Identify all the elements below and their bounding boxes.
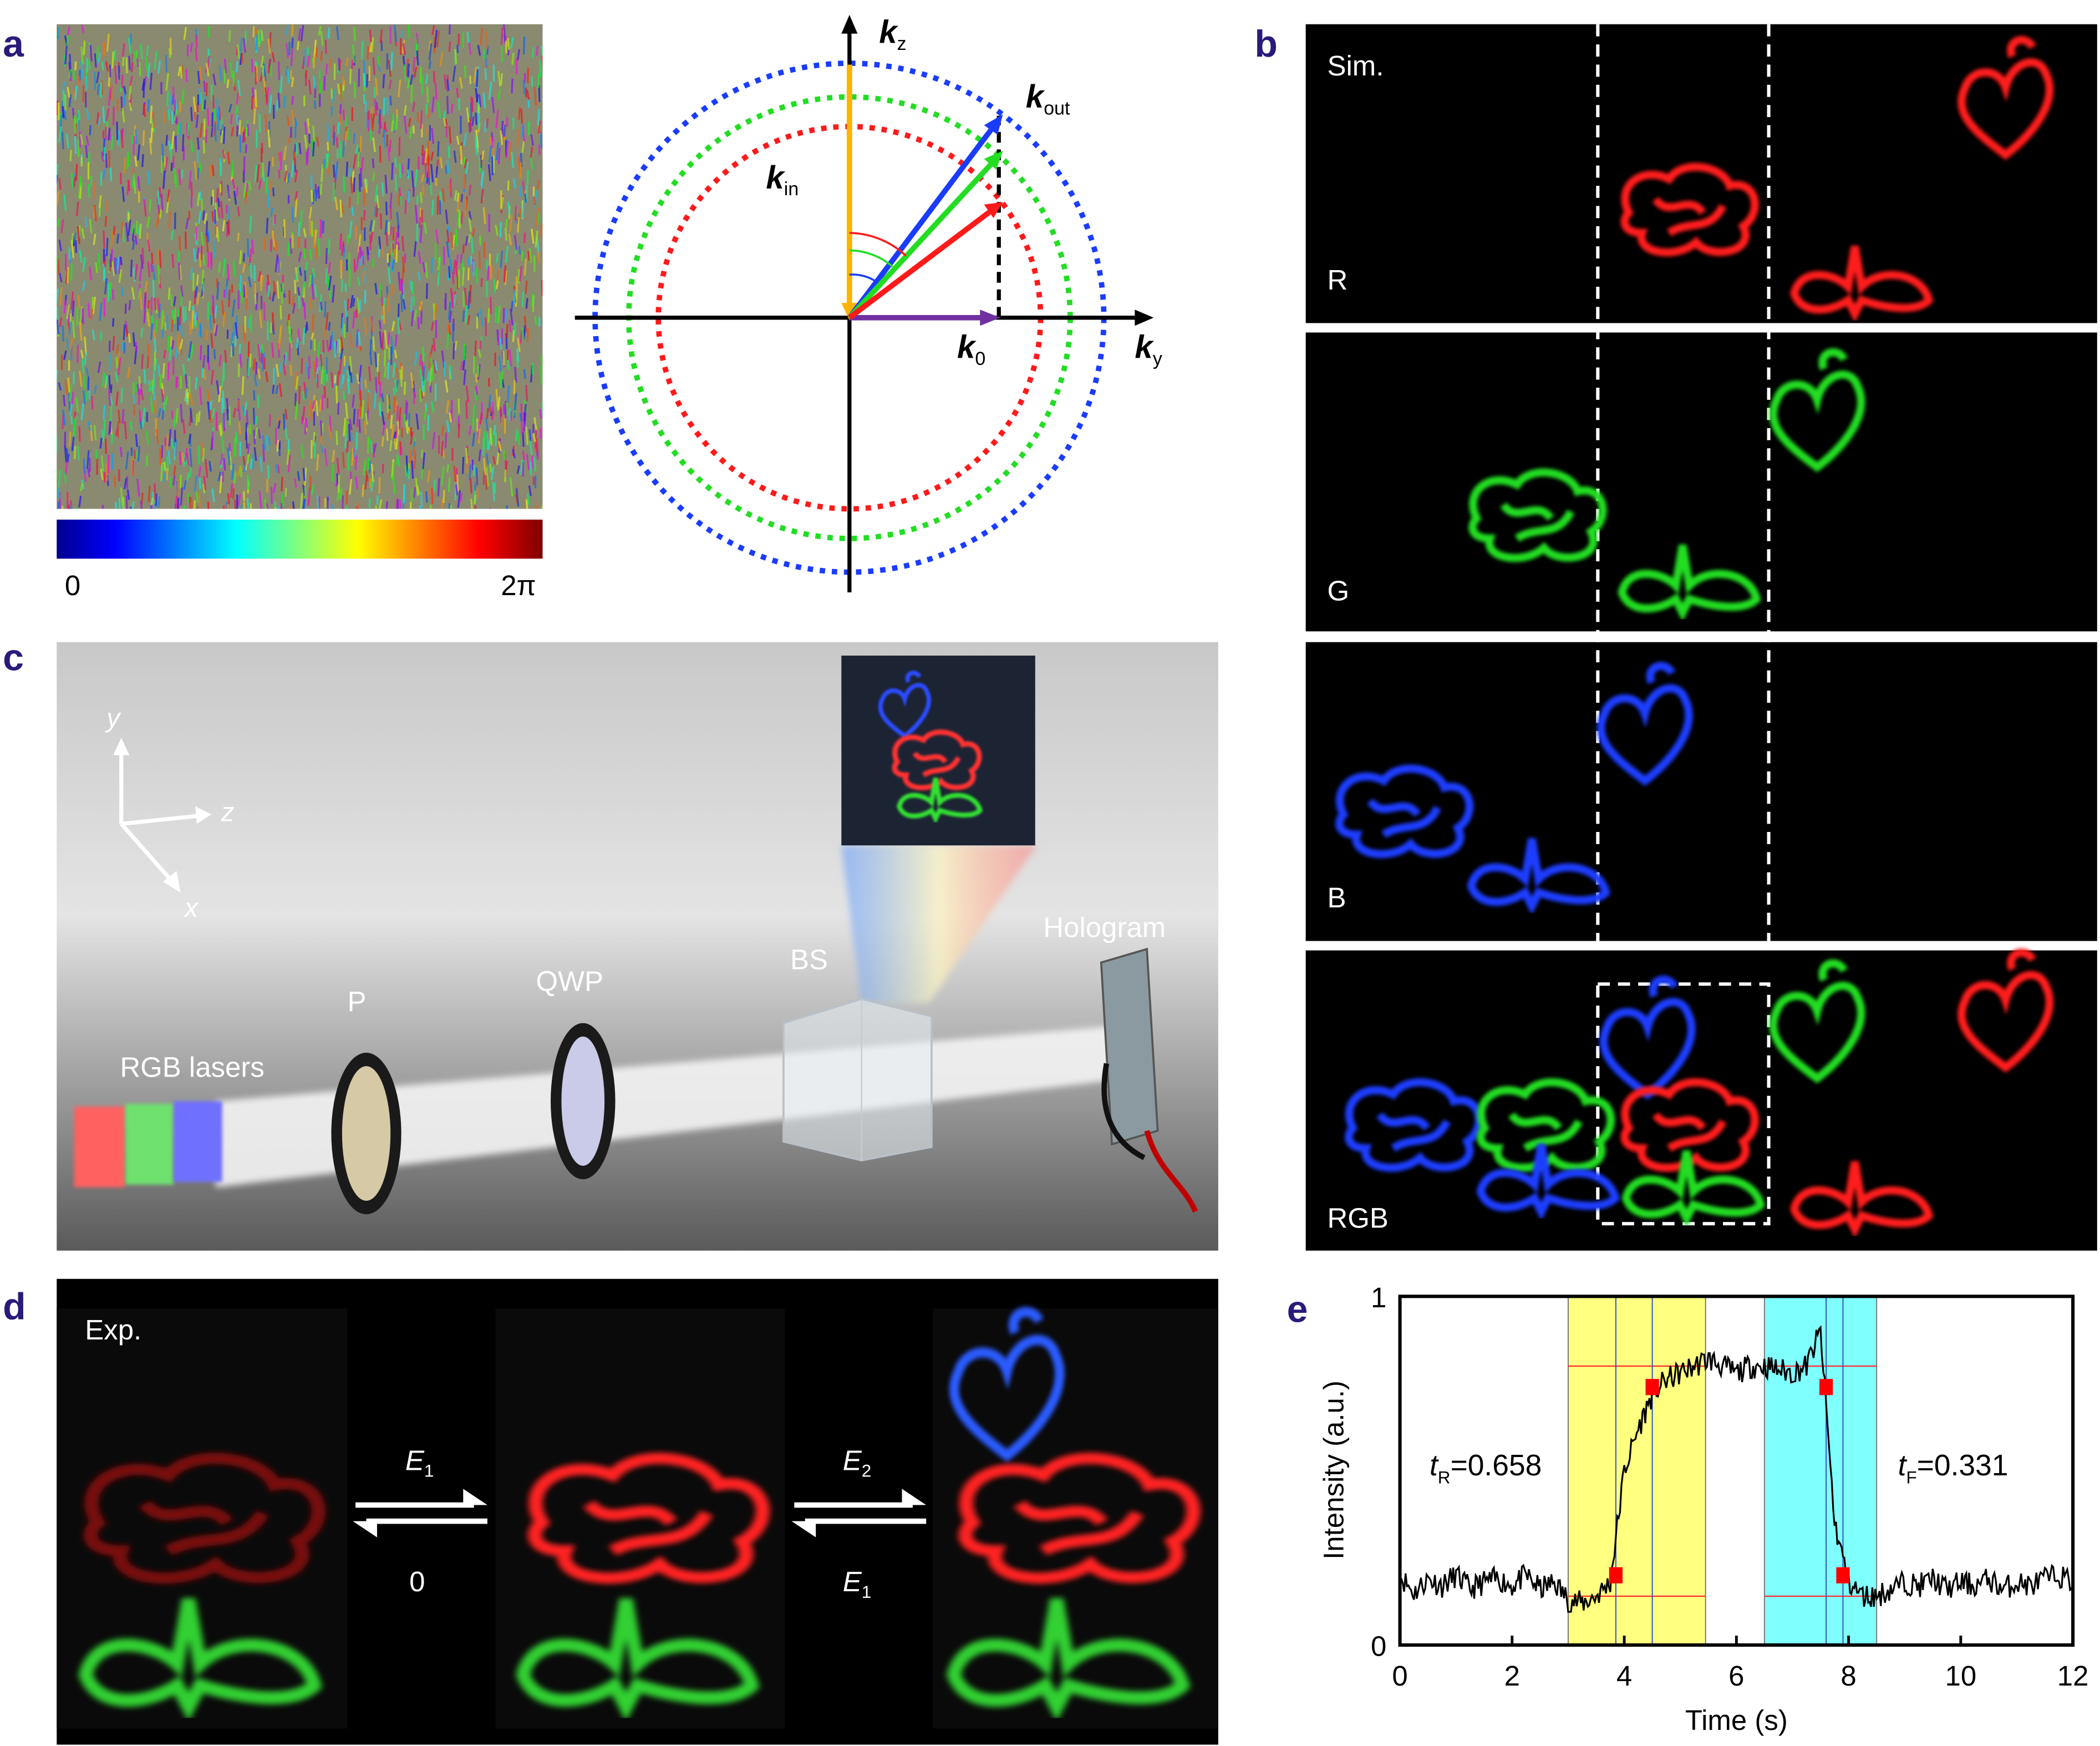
- sim-row-g: [1305, 332, 2097, 632]
- transition-marker: [1609, 1567, 1623, 1583]
- k-out-red-arrow: [847, 207, 994, 320]
- green-angle-arc: [849, 249, 893, 267]
- qwp-glass: [561, 1036, 605, 1166]
- fall-band: [1763, 1296, 1878, 1646]
- switch1-top-label: E1: [405, 1444, 434, 1480]
- panel-label-e: e: [1287, 1288, 1308, 1330]
- polarizer-label: P: [348, 986, 367, 1017]
- k-out-blue-arrowhead: [984, 114, 1003, 135]
- sim-row-r: [1305, 24, 2097, 323]
- k0-label: k0: [957, 329, 985, 369]
- x-tick-label: 12: [2057, 1660, 2089, 1692]
- hologram-label: Hologram: [1043, 911, 1166, 943]
- panel-label-c: c: [3, 637, 24, 679]
- k-out-green-arrowhead: [984, 150, 1003, 170]
- hologram-device: [1100, 947, 1159, 1146]
- highlight-dashed-box: [1596, 982, 1771, 1226]
- intensity-time-chart: 0 2 4 6 8 10 12 0 1 tR=0.658 tF=0.331 Time (s) I…: [1318, 1282, 2089, 1736]
- beam-splitter-cube: [782, 998, 933, 1162]
- k-in-arrowhead: [841, 303, 858, 321]
- red-wire: [1144, 1130, 1198, 1213]
- sim-label: Sim.: [1327, 50, 1384, 82]
- z-arrowhead: [195, 806, 212, 824]
- ky-label: ky: [1135, 329, 1162, 369]
- phase-hologram-image: [57, 24, 543, 509]
- blue-laser: [174, 1101, 222, 1182]
- qwp-label: QWP: [536, 965, 603, 997]
- switch2-top-label: E2: [843, 1444, 872, 1480]
- row-label-r: R: [1327, 264, 1348, 296]
- switch-arrows-1: [353, 1489, 487, 1537]
- switch2-bottom-label: E1: [843, 1566, 872, 1602]
- rise-band: [1567, 1296, 1706, 1646]
- x-axis-title: Time (s): [1685, 1704, 1788, 1736]
- green-laser: [125, 1104, 174, 1185]
- panel-label-b: b: [1254, 23, 1278, 65]
- red-angle-arc: [849, 232, 907, 257]
- kz-arrowhead: [841, 14, 858, 34]
- x-arrowhead: [163, 871, 181, 893]
- transition-marker: [1645, 1379, 1659, 1395]
- intensity-trace: [1399, 1325, 2074, 1613]
- y-axis-label: y: [105, 703, 121, 733]
- y-tick-label: 0: [1371, 1630, 1386, 1662]
- row-label-b: B: [1327, 882, 1346, 913]
- transition-marker: [1819, 1379, 1833, 1395]
- x-tick-label: 0: [1392, 1660, 1407, 1692]
- kz-label: kz: [879, 14, 906, 54]
- colorbar-min-label: 0: [65, 570, 80, 601]
- bs-label: BS: [790, 944, 828, 976]
- z-axis-arrow: [121, 814, 200, 826]
- switch1-bottom-label: 0: [409, 1566, 425, 1597]
- rise-time-annotation: tR=0.658: [1430, 1449, 1542, 1488]
- k0-arrowhead: [980, 309, 1000, 326]
- x-tick-label: 4: [1616, 1660, 1632, 1692]
- rgb-lasers-label: RGB lasers: [120, 1052, 265, 1083]
- x-tick-label: 2: [1504, 1660, 1520, 1692]
- optical-setup-render: y z x RGB lasers P QWP BS Hologram: [57, 642, 1218, 1251]
- fall-time-annotation: tF=0.331: [1898, 1449, 2009, 1488]
- sim-row-b: [1305, 642, 2097, 941]
- kout-label: kout: [1026, 79, 1070, 119]
- k-out-blue-arrow: [847, 125, 996, 319]
- y-axis-title: Intensity (a.u.): [1318, 1380, 1350, 1560]
- red-laser: [74, 1107, 126, 1187]
- y-tick-label: 1: [1371, 1282, 1386, 1313]
- panel-label-a: a: [3, 23, 24, 65]
- transition-marker: [1836, 1567, 1850, 1583]
- k-out-red-arrowhead: [984, 202, 1003, 219]
- row-label-rgb: RGB: [1327, 1202, 1388, 1234]
- y-arrowhead: [113, 738, 130, 755]
- panel-label-d: d: [3, 1286, 26, 1328]
- kin-label: kin: [766, 160, 799, 200]
- x-tick-label: 6: [1728, 1660, 1744, 1692]
- x-axis-arrow: [120, 822, 174, 884]
- polarizer-glass: [342, 1066, 391, 1201]
- black-wire: [1101, 1063, 1146, 1160]
- x-tick-label: 8: [1840, 1660, 1856, 1692]
- blue-angle-arc: [849, 273, 878, 284]
- colorbar-max-label: 2π: [501, 570, 536, 601]
- ky-arrowhead: [1135, 309, 1154, 326]
- colorbar: [57, 519, 543, 559]
- simulation-panel: Sim. R G B RGB: [1305, 24, 2097, 1251]
- switch-arrows-2: [791, 1489, 927, 1537]
- z-axis-label: z: [220, 798, 234, 828]
- row-label-g: G: [1327, 575, 1349, 607]
- x-axis-label: x: [184, 893, 199, 923]
- projection-light-cone: [841, 845, 1037, 1003]
- experiment-panel: Exp. E1 0 E2 E1: [57, 1278, 1218, 1745]
- k-space-diagram: kz kout kin k0 ky: [574, 14, 1162, 592]
- exp-label: Exp.: [85, 1314, 141, 1346]
- x-tick-label: 10: [1945, 1660, 1977, 1692]
- k-out-green-arrow: [847, 159, 996, 320]
